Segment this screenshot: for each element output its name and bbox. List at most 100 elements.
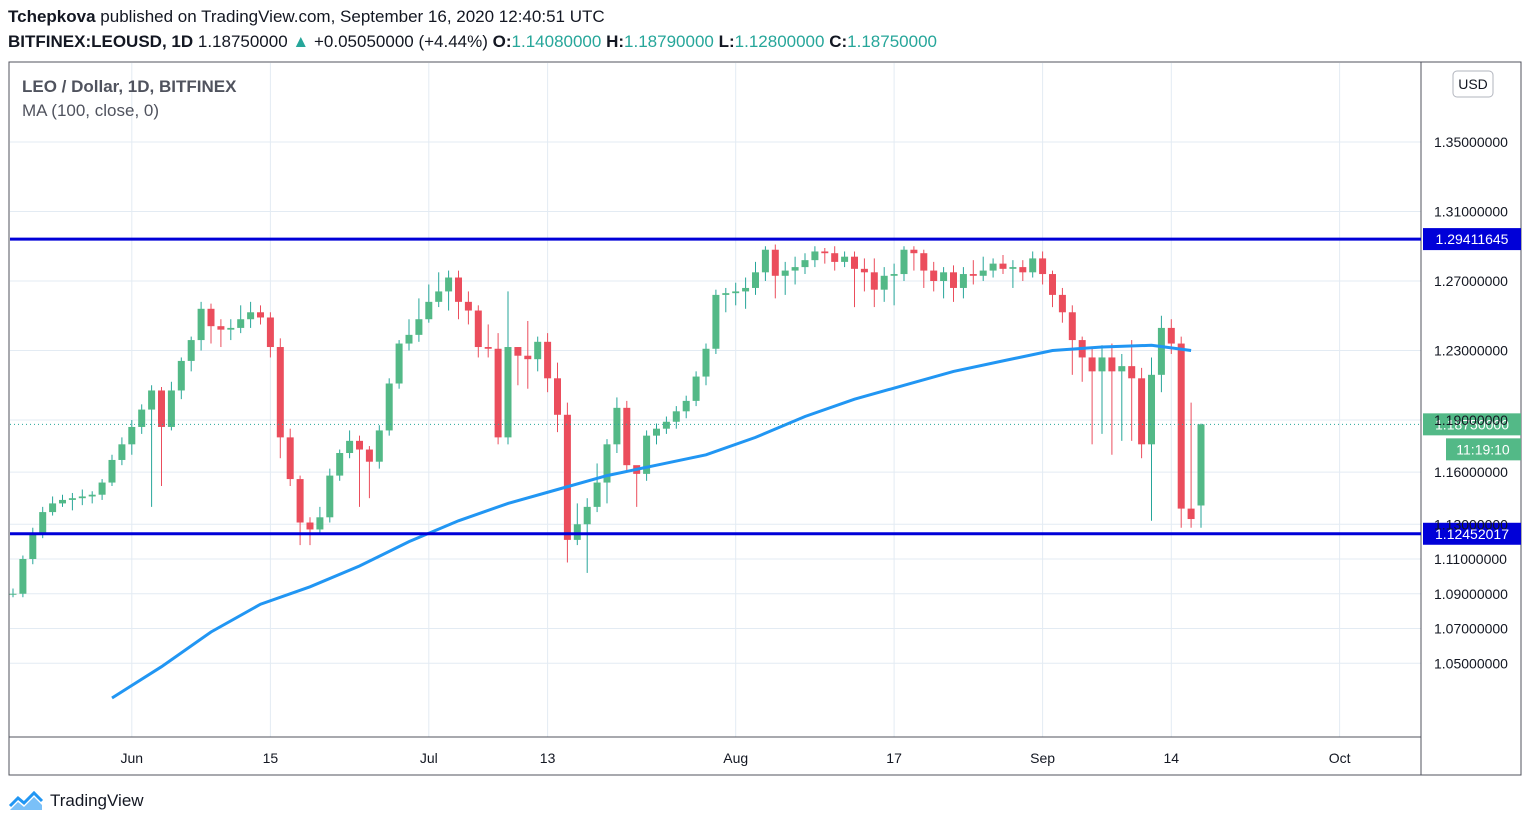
published-text: published on TradingView.com, September … (100, 7, 605, 26)
x-tick-label: 15 (263, 750, 279, 766)
candle-body (1088, 357, 1096, 372)
y-tick-label: 1.05000000 (1434, 655, 1508, 671)
candle-body (940, 272, 948, 281)
candle-body (593, 482, 601, 507)
high-label: H: (606, 32, 625, 51)
candle-body (603, 444, 611, 483)
candle-body (346, 440, 354, 454)
candle-body (732, 291, 740, 294)
x-tick-label: Jun (121, 750, 144, 766)
candle-body (356, 440, 363, 450)
candle-body (138, 409, 146, 427)
chart-frame (8, 61, 1522, 776)
y-tick-label: 1.19000000 (1434, 412, 1508, 428)
y-tick-label: 1.31000000 (1434, 204, 1508, 220)
candle-body (118, 444, 126, 460)
candle-body (860, 268, 868, 273)
y-tick-label: 1.27000000 (1434, 273, 1508, 289)
candle-body (752, 272, 759, 288)
candle-body (841, 256, 849, 262)
candle-body (712, 294, 720, 349)
candle-body (19, 559, 27, 594)
y-tick-label: 1.16000000 (1434, 464, 1508, 480)
candle-body (1108, 357, 1116, 372)
candle-body (1029, 258, 1037, 273)
publish-info: Tchepkova published on TradingView.com, … (8, 6, 605, 28)
candle-body (554, 378, 561, 415)
currency-button[interactable]: USD (1452, 70, 1494, 98)
candle-body (1197, 424, 1205, 506)
candle-body (395, 343, 403, 384)
candle-body (9, 593, 17, 595)
candle-body (276, 347, 284, 438)
candle-body (1058, 294, 1066, 313)
candle-body (1177, 343, 1185, 509)
resistance-level-label: 1.29411645 (1436, 231, 1509, 247)
resistance-level-label-bg (1423, 228, 1521, 251)
candle-body (1138, 378, 1146, 445)
candle-body (979, 270, 987, 276)
symbol-info-bar: BITFINEX:LEOUSD, 1D 1.18750000 ▲ +0.0505… (8, 31, 937, 53)
candle-body (257, 312, 264, 318)
candle-body (39, 512, 47, 533)
y-tick-label: 1.07000000 (1434, 621, 1508, 637)
candle-body (415, 319, 423, 335)
candle-body (1157, 327, 1165, 375)
y-tick-label: 1.35000000 (1434, 134, 1508, 150)
countdown-label: 11:19:10 (1456, 441, 1510, 457)
candle-body (375, 430, 383, 462)
high-value: 1.18790000 (624, 32, 714, 51)
candle-body (851, 256, 858, 269)
candle-body (613, 407, 621, 445)
candle-body (742, 287, 750, 292)
last-price-label: 1.18750000 (1435, 416, 1509, 432)
candle-body (1098, 357, 1106, 372)
candles (9, 244, 1205, 598)
candle-body (425, 301, 433, 320)
candle-body (514, 347, 522, 356)
currency-label[interactable]: USD (1458, 76, 1488, 92)
candle-body (148, 390, 156, 410)
currency-button-frame[interactable] (1452, 70, 1494, 98)
candle-body (306, 522, 314, 530)
y-tick-label: 1.23000000 (1434, 343, 1508, 359)
candle-body (563, 414, 571, 540)
low-label: L: (718, 32, 735, 51)
candle-body (266, 317, 274, 348)
candle-body (544, 341, 552, 379)
y-tick-label: 1.13000000 (1434, 516, 1508, 532)
candle-body (761, 249, 769, 273)
candle-body (158, 390, 165, 427)
close-value: 1.18750000 (847, 32, 937, 51)
candle-body (286, 437, 294, 480)
candle-body (207, 308, 215, 327)
indicator-legend[interactable]: MA (100, close, 0) (22, 101, 159, 120)
candle-body (890, 274, 898, 276)
candle-body (801, 260, 809, 268)
author-name[interactable]: Tchepkova (8, 7, 96, 26)
candle-body (167, 390, 175, 427)
candle-body (831, 253, 839, 262)
candle-body (771, 249, 779, 276)
candle-body (791, 267, 799, 271)
candle-body (187, 340, 195, 361)
candle-body (365, 449, 373, 462)
candle-body (910, 249, 918, 254)
candle-body (78, 496, 86, 499)
candle-body (1167, 327, 1175, 344)
x-tick-label: 17 (886, 750, 902, 766)
price-change: +0.05050000 (+4.44%) (313, 32, 488, 51)
countdown-label-bg (1446, 438, 1521, 461)
candle-body (504, 347, 512, 438)
low-value: 1.12800000 (734, 32, 825, 51)
tradingview-brand[interactable]: TradingView (8, 790, 144, 812)
grid-lines (10, 63, 1421, 737)
x-tick-label: Sep (1030, 750, 1055, 766)
candle-body (969, 274, 977, 276)
candle-body (1009, 267, 1017, 269)
candle-body (900, 249, 908, 275)
candle-body (524, 355, 532, 360)
candle-body (920, 253, 928, 271)
candle-body (484, 347, 492, 349)
